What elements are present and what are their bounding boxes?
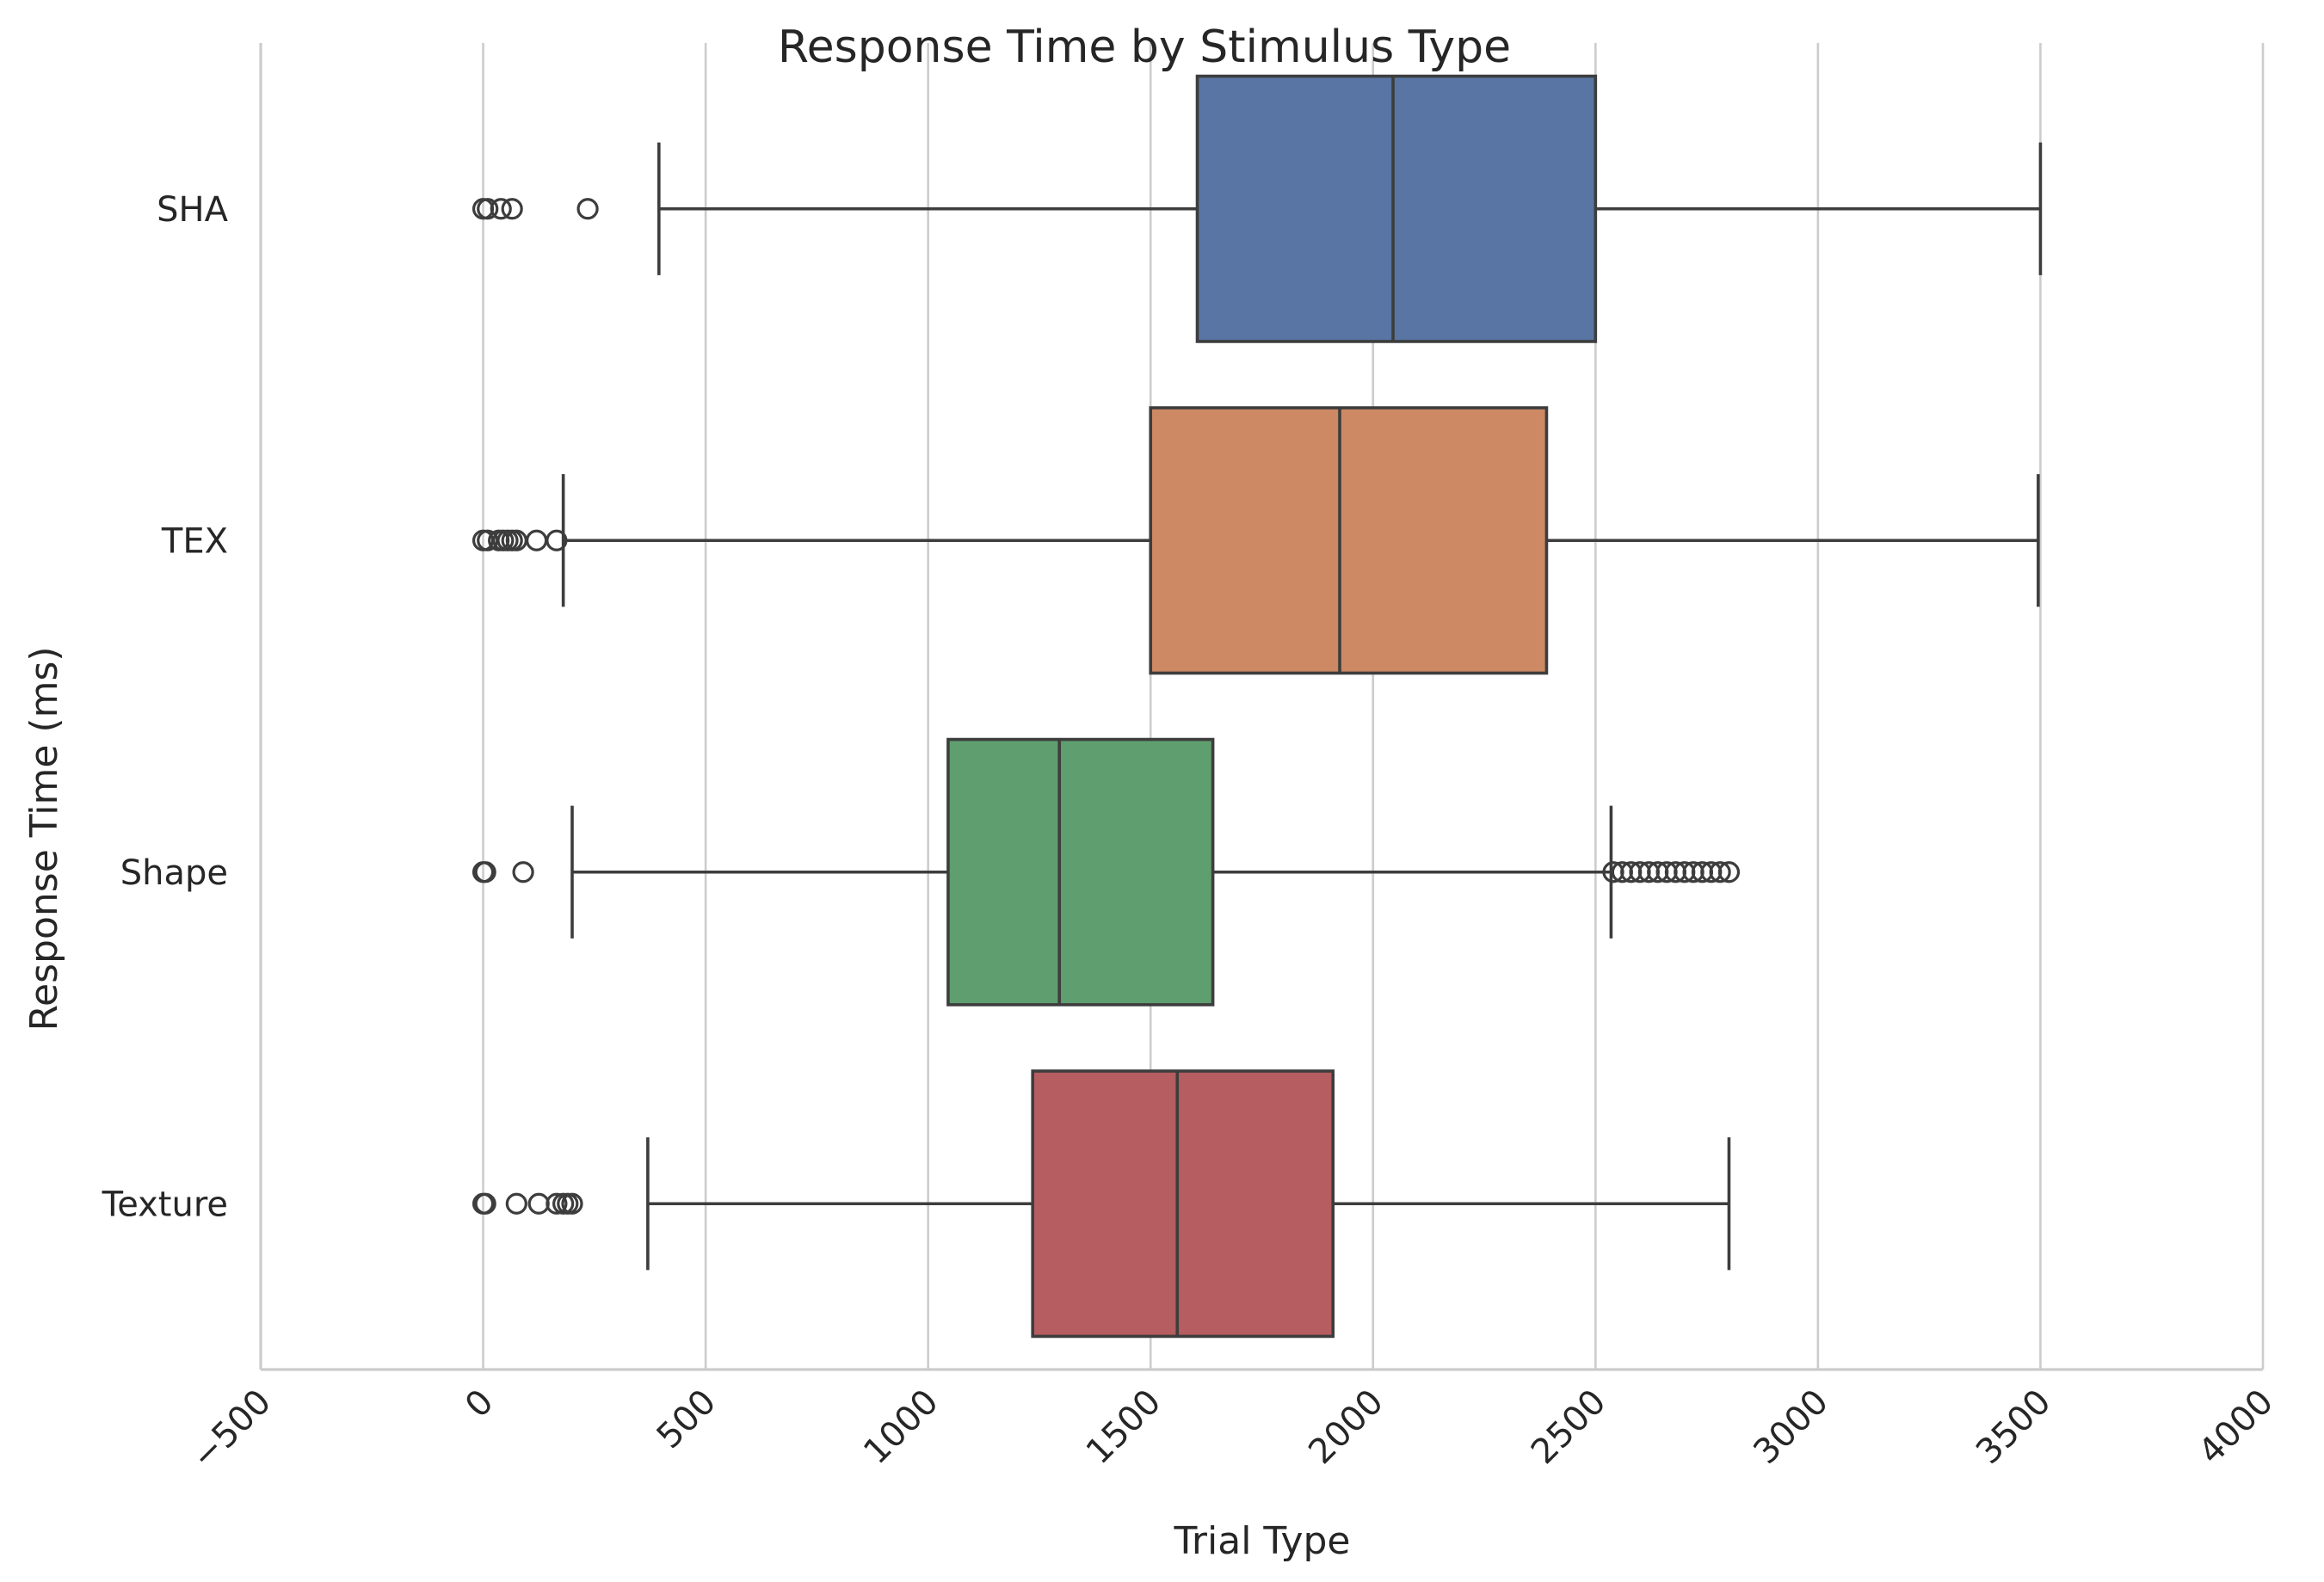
axes-spines (259, 43, 2263, 1371)
x-axis-label: Trial Type (1174, 1519, 1351, 1563)
outlier-point (546, 529, 568, 551)
x-tick-label: −500 (184, 1382, 279, 1477)
outlier-point (501, 198, 523, 220)
outlier-point (576, 198, 599, 220)
y-tick-label: Texture (102, 1185, 228, 1224)
x-tick-label: 500 (650, 1382, 724, 1457)
x-tick-label: 1000 (856, 1382, 946, 1473)
x-tick-labels: −500 0 500 1000 1500 2000 2500 3000 3500 4000 (184, 1382, 2281, 1477)
iqr-box (1031, 1069, 1335, 1339)
x-tick-label: 0 (458, 1382, 502, 1426)
iqr-box (946, 737, 1215, 1006)
outlier-point (557, 1192, 579, 1215)
x-tick-label: 2500 (1524, 1382, 1614, 1473)
y-axis-label: Response Time (ms) (22, 646, 66, 1031)
outlier-point (1709, 861, 1731, 883)
x-tick-label: 3000 (1746, 1382, 1836, 1473)
outlier-point (512, 861, 534, 883)
outlier-point (527, 1192, 550, 1215)
outlier-point (546, 1192, 568, 1215)
y-tick-labels: SHA TEX Shape Texture (102, 190, 229, 1225)
iqr-box (1149, 406, 1549, 675)
boxplot-texture (472, 1069, 1731, 1339)
boxplot-tex (472, 406, 2040, 675)
y-tick-label: SHA (157, 190, 228, 230)
boxplots (472, 74, 2043, 1339)
outlier-point (1717, 861, 1741, 883)
chart-title: Response Time by Stimulus Type (778, 22, 1511, 73)
x-tick-label: 3500 (1969, 1382, 2059, 1473)
x-tick-label: 2000 (1301, 1382, 1391, 1473)
outlier-point (561, 1192, 583, 1215)
boxplot-sha (472, 74, 2043, 343)
outlier-point (474, 861, 496, 883)
y-tick-label: Shape (120, 853, 228, 893)
outlier-point (474, 1192, 496, 1215)
outlier-point (526, 529, 548, 551)
y-tick-label: TEX (161, 521, 228, 561)
outlier-point (477, 198, 499, 220)
x-tick-label: 4000 (2191, 1382, 2282, 1473)
outlier-point (490, 198, 512, 220)
x-tick-label: 1500 (1079, 1382, 1169, 1473)
boxplot-shape (472, 737, 1741, 1006)
outlier-point (505, 1192, 527, 1215)
iqr-box (1195, 74, 1598, 343)
